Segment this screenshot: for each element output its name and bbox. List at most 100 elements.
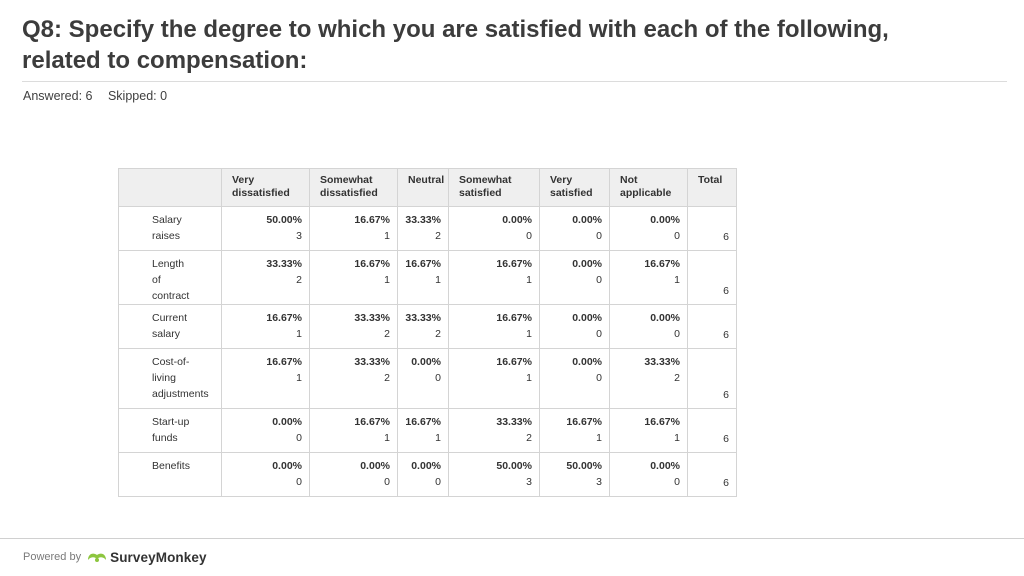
brand-name: SurveyMonkey [110, 549, 207, 565]
count-value: 1 [384, 230, 390, 242]
count-value: 0 [596, 230, 602, 242]
column-header: Not applicable [609, 168, 688, 207]
response-cell: 0.00% 0 [539, 206, 610, 251]
count-value: 1 [596, 432, 602, 444]
response-summary: Answered: 6 Skipped: 0 [23, 89, 179, 103]
percent-value: 16.67% [266, 312, 302, 324]
response-cell: 16.67% 1 [221, 304, 310, 349]
response-cell: 33.33% 2 [609, 348, 688, 409]
count-value: 0 [435, 476, 441, 488]
percent-value: 16.67% [405, 258, 441, 270]
surveymonkey-logo[interactable]: SurveyMonkey [87, 550, 207, 565]
column-header: Somewhat dissatisfied [309, 168, 398, 207]
percent-value: 0.00% [360, 460, 390, 472]
response-cell: 16.67% 1 [448, 304, 540, 349]
percent-value: 0.00% [572, 214, 602, 226]
row-label: Current salary [118, 304, 222, 349]
count-value: 0 [296, 432, 302, 444]
percent-value: 33.33% [496, 416, 532, 428]
percent-value: 0.00% [572, 258, 602, 270]
count-value: 0 [526, 230, 532, 242]
count-value: 1 [384, 274, 390, 286]
column-header: Very satisfied [539, 168, 610, 207]
count-value: 1 [296, 372, 302, 384]
percent-value: 16.67% [354, 416, 390, 428]
percent-value: 50.00% [266, 214, 302, 226]
response-cell: 50.00% 3 [448, 452, 540, 497]
percent-value: 0.00% [650, 214, 680, 226]
response-cell: 33.33% 2 [309, 304, 398, 349]
response-cell: 0.00% 0 [309, 452, 398, 497]
response-cell: 16.67% 1 [309, 250, 398, 305]
row-label: Cost-of-living adjustments [118, 348, 222, 409]
count-value: 0 [435, 372, 441, 384]
count-value: 1 [674, 274, 680, 286]
percent-value: 33.33% [354, 312, 390, 324]
table-row: Benefits 0.00% 0 0.00% 0 0.00% 0 50.00% 3 50.00% 3… [118, 452, 737, 497]
column-header: Somewhat satisfied [448, 168, 540, 207]
count-value: 2 [526, 432, 532, 444]
response-cell: 16.67% 1 [397, 408, 449, 453]
count-value: 1 [526, 328, 532, 340]
table-row: Salary raises 50.00% 3 16.67% 1 33.33% 2 0.00% 0… [118, 206, 737, 251]
response-cell: 0.00% 0 [609, 452, 688, 497]
percent-value: 33.33% [405, 312, 441, 324]
percent-value: 16.67% [566, 416, 602, 428]
count-value: 3 [526, 476, 532, 488]
footer-divider [0, 538, 1024, 539]
response-cell: 16.67% 1 [397, 250, 449, 305]
total-cell: 6 [687, 348, 737, 409]
response-cell: 33.33% 2 [397, 304, 449, 349]
table-row: Cost-of-living adjustments 16.67% 1 33.33% 2… [118, 348, 737, 409]
count-value: 2 [674, 372, 680, 384]
percent-value: 0.00% [572, 312, 602, 324]
count-value: 0 [674, 328, 680, 340]
percent-value: 33.33% [266, 258, 302, 270]
percent-value: 33.33% [644, 356, 680, 368]
count-value: 0 [596, 328, 602, 340]
powered-by-label: Powered by [23, 551, 82, 563]
count-value: 2 [384, 328, 390, 340]
total-cell: 6 [687, 408, 737, 453]
count-value: 1 [384, 432, 390, 444]
count-value: 0 [296, 476, 302, 488]
count-value: 3 [596, 476, 602, 488]
response-cell: 33.33% 2 [448, 408, 540, 453]
count-value: 1 [435, 432, 441, 444]
title-divider [22, 81, 1007, 82]
response-cell: 0.00% 0 [539, 348, 610, 409]
response-cell: 0.00% 0 [221, 408, 310, 453]
count-value: 3 [296, 230, 302, 242]
percent-value: 0.00% [272, 460, 302, 472]
response-cell: 33.33% 2 [309, 348, 398, 409]
skipped-count: Skipped: 0 [107, 89, 168, 103]
table-row: Current salary 16.67% 1 33.33% 2 33.33% 2 16.67… [118, 304, 737, 349]
percent-value: 0.00% [650, 460, 680, 472]
percent-value: 33.33% [405, 214, 441, 226]
percent-value: 16.67% [644, 416, 680, 428]
total-cell: 6 [687, 250, 737, 305]
response-cell: 0.00% 0 [609, 206, 688, 251]
percent-value: 0.00% [650, 312, 680, 324]
count-value: 1 [674, 432, 680, 444]
count-value: 1 [296, 328, 302, 340]
percent-value: 16.67% [496, 258, 532, 270]
percent-value: 0.00% [272, 416, 302, 428]
response-cell: 0.00% 0 [539, 250, 610, 305]
count-value: 1 [526, 274, 532, 286]
response-cell: 50.00% 3 [221, 206, 310, 251]
column-header: Total [687, 168, 737, 207]
percent-value: 0.00% [411, 460, 441, 472]
table-row: Start-up funds 0.00% 0 16.67% 1 16.67% 1 33.33%… [118, 408, 737, 453]
header-corner-cell [118, 168, 222, 207]
column-header: Neutral [397, 168, 449, 207]
percent-value: 0.00% [411, 356, 441, 368]
response-cell: 16.67% 1 [448, 348, 540, 409]
percent-value: 0.00% [572, 356, 602, 368]
response-cell: 16.67% 1 [448, 250, 540, 305]
count-value: 0 [384, 476, 390, 488]
percent-value: 16.67% [405, 416, 441, 428]
count-value: 0 [674, 230, 680, 242]
table-row: Length of contract 33.33% 2 16.67% 1 16.67% 1 1… [118, 250, 737, 305]
row-label: Benefits [118, 452, 222, 497]
